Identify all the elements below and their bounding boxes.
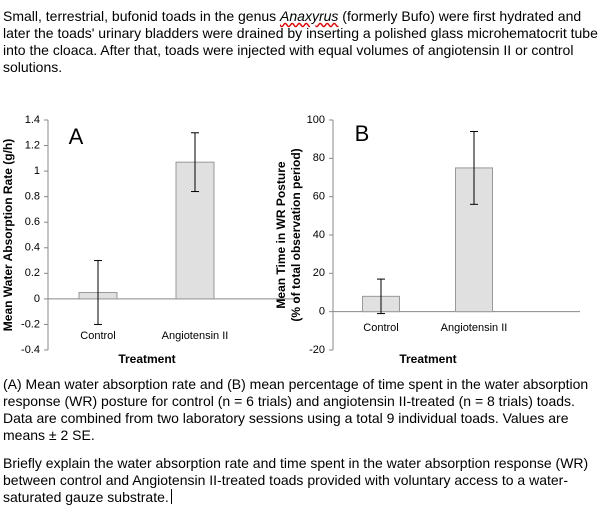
y-tick-label: 1.4 (25, 114, 40, 126)
y-tick-label: 0.6 (25, 216, 40, 228)
y-axis-label: Mean Time in WR Posture (274, 161, 288, 308)
panel-label: B (355, 121, 370, 146)
x-axis-label: Treatment (399, 352, 456, 366)
y-tick-label: 0.4 (25, 242, 40, 254)
y-tick-label: -0.4 (21, 344, 40, 356)
y-tick-label: 1.2 (25, 139, 40, 151)
question: Briefly explain the water absorption rat… (3, 455, 593, 506)
y-tick-label: 0 (34, 293, 40, 305)
caption: (A) Mean water absorption rate and (B) m… (3, 376, 589, 443)
y-tick-label: 20 (313, 267, 325, 279)
y-tick-label: 0.2 (25, 267, 40, 279)
intro-text: Small, terrestrial, bufonid toads in the… (3, 8, 281, 24)
y-tick-label: 40 (313, 229, 325, 241)
y-tick-label: 100 (307, 114, 325, 126)
x-tick-label: Control (363, 322, 398, 334)
x-axis-label: Treatment (118, 352, 175, 366)
caret (170, 489, 172, 504)
x-tick-label: Control (80, 330, 115, 342)
y-tick-label: 0.8 (25, 191, 40, 203)
y-axis-label: (% of total observation period) (289, 148, 303, 321)
x-tick-label: Angiotensin II (441, 322, 508, 334)
question-text: Briefly explain the water absorption rat… (3, 455, 589, 505)
charts: -0.4 -0.2 0 0.2 0.4 0.6 0.8 1 1.2 1.4 Control Angio… (1, 114, 580, 366)
y-axis-label: Mean Water Absorption Rate (g/h) (1, 139, 15, 331)
y-tick-label: -20 (309, 344, 325, 356)
x-tick-label: Angiotensin II (162, 330, 229, 342)
y-tick-label: 80 (313, 152, 325, 164)
genus: Anaxyrus (280, 8, 339, 24)
y-tick-label: -0.2 (21, 318, 40, 330)
intro: Small, terrestrial, bufonid toads in the… (3, 8, 601, 76)
panel-label: A (69, 124, 84, 149)
intro-text: (formerly Bufo) were first hydrated and … (3, 8, 598, 75)
y-tick-label: 60 (313, 191, 325, 203)
y-tick-label: 0 (319, 306, 325, 318)
y-tick-label: 1 (34, 165, 40, 177)
